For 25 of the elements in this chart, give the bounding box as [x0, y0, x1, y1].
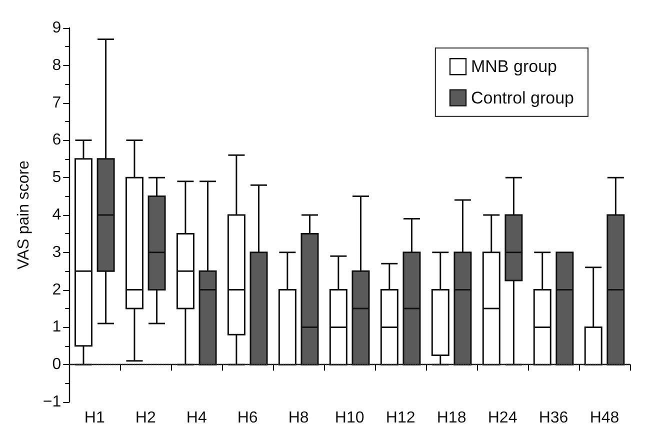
y-tick-label: 8: [52, 56, 62, 74]
y-tick-label: 4: [52, 206, 62, 224]
x-tick-label: H12: [386, 410, 416, 426]
x-tick-label: H2: [135, 410, 156, 426]
y-tick-label: 0: [52, 356, 62, 374]
x-tick-label: H1: [84, 410, 105, 426]
x-tick-label: H8: [288, 410, 309, 426]
x-tick-label: H48: [590, 410, 620, 426]
x-tick-label: H4: [186, 410, 207, 426]
y-axis-title: VAS pain score: [16, 160, 32, 270]
y-tick-label: 1: [52, 318, 62, 336]
y-tick-label: 5: [52, 169, 62, 186]
legend-label: MNB group: [470, 57, 557, 76]
y-tick-label: 6: [52, 132, 62, 149]
x-tick-label: H10: [334, 410, 364, 426]
y-tick-label: 9: [52, 20, 62, 36]
y-tick-label: −1: [42, 394, 62, 410]
y-tick-label: 2: [52, 281, 62, 298]
x-tick-label: H18: [436, 410, 466, 426]
y-tick-label: 7: [52, 94, 62, 112]
x-tick-label: H36: [538, 410, 568, 426]
x-tick-label: H6: [237, 410, 258, 426]
y-tick-label: 3: [52, 244, 62, 261]
x-tick-label: H24: [488, 410, 518, 426]
legend-label: Control group: [470, 88, 574, 108]
